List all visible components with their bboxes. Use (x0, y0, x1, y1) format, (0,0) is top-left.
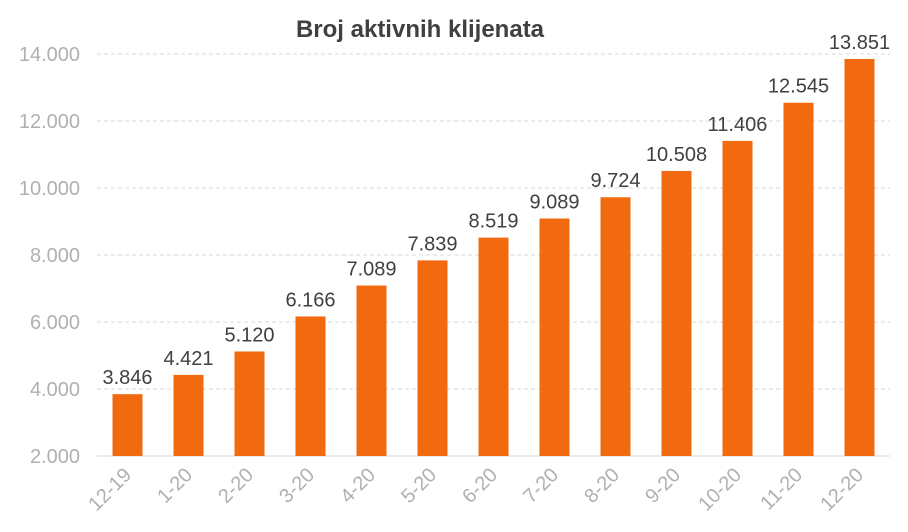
y-tick-label: 2.000 (30, 446, 80, 468)
data-label: 4.421 (163, 348, 213, 370)
y-tick-label: 12.000 (19, 111, 80, 133)
x-tick-label: 12-20 (816, 464, 868, 516)
data-label: 10.508 (646, 144, 707, 166)
x-tick-label: 3-20 (275, 464, 319, 508)
bar (417, 260, 448, 456)
x-tick-label: 7-20 (519, 464, 563, 508)
data-label: 9.089 (529, 192, 579, 214)
bar (112, 394, 143, 456)
y-tick-label: 6.000 (30, 312, 80, 334)
data-label: 7.839 (407, 233, 457, 255)
chart-title: Broj aktivnih klijenata (295, 16, 545, 43)
x-tick-label: 8-20 (580, 464, 624, 508)
x-tick-label: 1-20 (153, 464, 197, 508)
data-label: 11.406 (708, 114, 768, 136)
y-tick-label: 4.000 (30, 379, 80, 401)
data-label: 5.120 (224, 324, 274, 346)
y-tick-label: 10.000 (19, 178, 80, 200)
x-tick-label: 9-20 (641, 464, 685, 508)
data-label: 7.089 (346, 259, 396, 281)
y-tick-label: 8.000 (30, 245, 80, 267)
y-tick-label: 14.000 (19, 44, 80, 66)
data-label: 9.724 (590, 170, 640, 192)
x-tick-label: 4-20 (336, 464, 380, 508)
x-tick-label: 11-20 (756, 464, 807, 515)
data-label: 8.519 (468, 211, 518, 233)
bar (234, 351, 265, 456)
bar (661, 170, 692, 456)
x-tick-label: 6-20 (458, 464, 502, 508)
data-label: 12.545 (768, 76, 829, 98)
bar (783, 102, 814, 457)
data-label: 13.851 (829, 32, 890, 54)
x-tick-label: 2-20 (214, 464, 258, 508)
bar (478, 237, 509, 456)
bar (173, 374, 204, 456)
data-label: 3.846 (102, 367, 152, 389)
bar (722, 140, 753, 457)
bar (295, 316, 326, 456)
x-tick-label: 12-19 (84, 464, 136, 516)
x-tick-label: 5-20 (397, 464, 441, 508)
bar (600, 197, 631, 456)
bar (844, 58, 875, 456)
x-tick-label: 10-20 (694, 464, 746, 516)
data-label: 6.166 (285, 289, 335, 311)
bar (539, 218, 570, 456)
bar (356, 285, 387, 456)
